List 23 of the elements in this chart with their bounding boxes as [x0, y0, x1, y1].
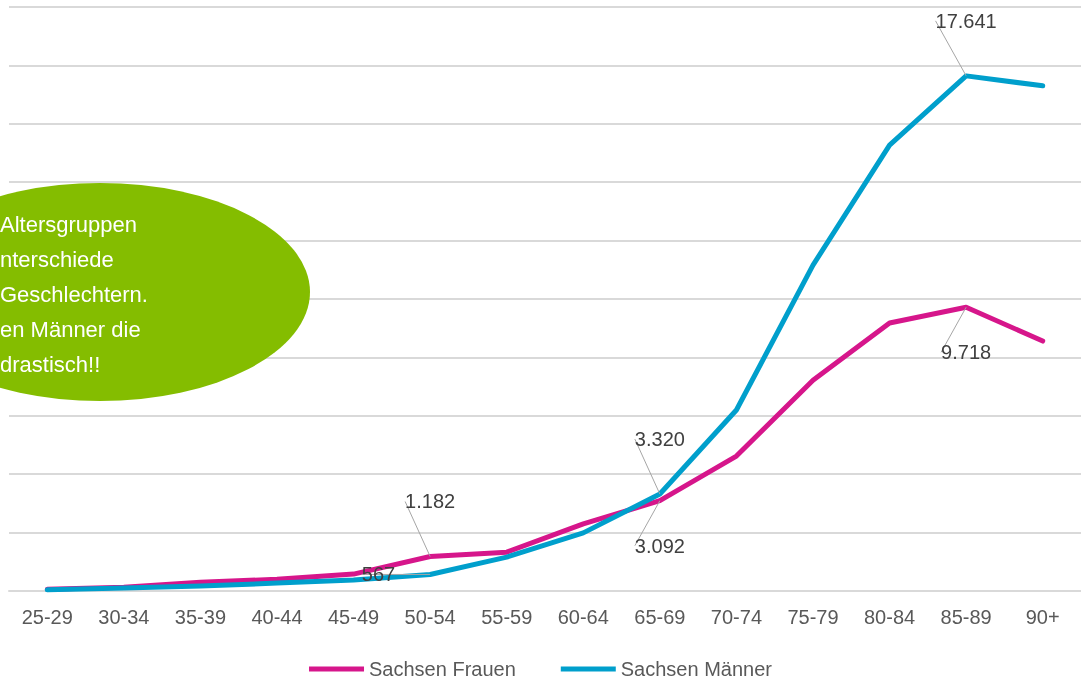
x-tick-label: 55-59: [481, 606, 533, 628]
x-tick-label: 40-44: [251, 606, 303, 628]
data-label: 9.718: [941, 341, 992, 364]
x-tick-label: 80-84: [863, 606, 916, 628]
x-tick-label: 50-54: [404, 606, 456, 628]
data-label: 3.092: [634, 534, 685, 557]
legend-label: Sachsen Frauen: [369, 658, 516, 680]
x-tick-label: 30-34: [98, 606, 150, 628]
legend-label: Sachsen Männer: [620, 658, 773, 680]
annotation: Altersgruppen nterschiede Geschlechtern. en Männer die drastisch!!: [0, 211, 148, 379]
x-tick-label: 45-49: [327, 606, 380, 628]
data-label: 17.641: [935, 9, 997, 32]
x-tick-label: 25-29: [21, 606, 73, 628]
x-tick-label: 65-69: [634, 606, 686, 628]
x-tick-label: 75-79: [787, 606, 839, 628]
data-label: 567: [361, 563, 396, 586]
x-tick-label: 90+: [1025, 606, 1060, 628]
x-tick-label: 35-39: [174, 606, 227, 628]
data-label: 1.182: [405, 490, 456, 513]
x-tick-label: 85-89: [940, 606, 992, 628]
x-tick-label: 60-64: [557, 606, 609, 628]
x-tick-label: 70-74: [710, 606, 763, 628]
data-label: 3.320: [634, 428, 685, 451]
